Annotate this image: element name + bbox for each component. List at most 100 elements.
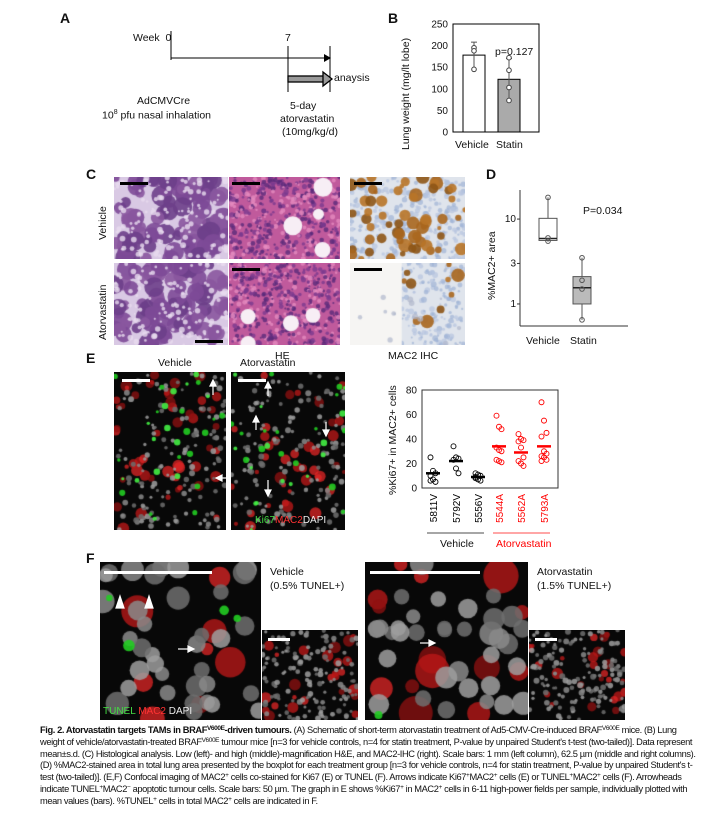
category-label: 5544A (495, 494, 506, 523)
data-point (506, 84, 512, 91)
data-point (545, 194, 551, 201)
tunel-vehicle-inset-image (262, 630, 358, 720)
plot-frame (452, 23, 540, 133)
panel-label-f: F (86, 550, 95, 566)
category-label: 5562A (517, 494, 528, 523)
f-vehicle-tunel-pct: (0.5% TUNEL+) (270, 580, 345, 592)
y-tick-label: 150 (431, 63, 448, 74)
y-tick-label: 1 (510, 299, 516, 310)
data-point (498, 448, 505, 455)
data-point (538, 399, 545, 406)
y-tick-label: 40 (406, 435, 418, 446)
category-label: 5556V (474, 494, 485, 523)
scale-bar (232, 182, 260, 185)
data-point (541, 417, 547, 424)
y-tick-label: 200 (431, 41, 448, 52)
data-point (471, 47, 477, 54)
plot-frame (421, 389, 559, 489)
chart-d-pvalue: P=0.034 (583, 205, 623, 217)
data-point (506, 97, 512, 104)
analysis-label: anaysis (334, 72, 370, 84)
y-tick-label: 0 (442, 128, 448, 139)
treatment-line2: atorvastatin (280, 113, 335, 125)
data-point (518, 444, 524, 451)
image-title-vehicle: Vehicle (158, 357, 192, 369)
data-point (545, 238, 551, 244)
data-point (579, 286, 585, 292)
he-low-vehicle-image (114, 177, 228, 259)
data-point (579, 254, 585, 261)
data-point (427, 454, 434, 461)
scale-bar (122, 379, 150, 382)
panel-label-d: D (486, 166, 497, 182)
group-label-atorvastatin: Atorvastatin (496, 538, 552, 550)
ki67-mac2-vehicle-image (114, 372, 226, 530)
data-point (538, 433, 545, 440)
f-atorvastatin-tunel-pct: (1.5% TUNEL+) (537, 580, 612, 592)
panel-label-b: B (388, 10, 399, 26)
data-point (545, 235, 551, 241)
f-atorvastatin-label: Atorvastatin (537, 566, 593, 578)
data-point (520, 454, 527, 461)
data-point (506, 67, 512, 74)
y-tick-label: 20 (406, 459, 418, 470)
y-tick-label: 60 (406, 410, 418, 421)
dose-label: 108 pfu nasal inhalation (102, 109, 211, 122)
chart-b-xlabel-statin: Statin (496, 139, 523, 151)
scale-bar (370, 571, 480, 574)
scale-bar (238, 379, 266, 382)
chart-d-xlabel-statin: Statin (570, 335, 597, 347)
data-point (515, 431, 522, 438)
column-label-he: HE (275, 350, 290, 362)
data-point (471, 66, 477, 73)
figure-caption: Fig. 2. Atorvastatin targets TAMs in BRA… (40, 725, 696, 806)
category-label: 5793A (540, 494, 551, 523)
panel-label-a: A (60, 10, 71, 26)
column-label-mac2-ihc: MAC2 IHC (388, 350, 439, 362)
y-tick-label: 3 (510, 258, 516, 269)
chart-d-xlabel-vehicle: Vehicle (526, 335, 560, 347)
y-tick-label: 250 (431, 20, 448, 31)
chart-b-xlabel-vehicle: Vehicle (455, 139, 489, 151)
week-label: Week 0 (133, 32, 172, 44)
panel-label-e: E (86, 350, 96, 366)
data-point (455, 470, 462, 477)
data-point (515, 438, 522, 445)
stain-legend-f: TUNEL MAC2 DAPI (103, 706, 193, 717)
treatment-line1: 5-day (290, 100, 317, 112)
data-point (579, 317, 585, 323)
tunel-atorvastatin-inset-image (529, 630, 625, 720)
y-tick-label: 0 (411, 484, 417, 495)
tunel-atorvastatin-image (365, 562, 528, 720)
data-point (520, 463, 527, 469)
adcmvcre-label: AdCMVCre (137, 95, 191, 107)
group-label-vehicle: Vehicle (440, 538, 474, 550)
category-label: 5811V (429, 494, 440, 523)
data-point (506, 54, 512, 61)
he-low-atorvastatin-image (114, 263, 228, 345)
he-high-vehicle-image (229, 177, 340, 259)
tunel-vehicle-image (100, 562, 261, 720)
scale-bar (232, 268, 260, 271)
data-point (450, 443, 457, 450)
data-point (427, 477, 434, 484)
scale-bar (535, 638, 557, 641)
week7-label: 7 (285, 32, 291, 44)
data-point (543, 429, 550, 436)
scale-bar (120, 182, 148, 185)
mac2-ihc-atorvastatin-image (350, 263, 465, 345)
scale-bar (104, 571, 212, 574)
f-vehicle-label: Vehicle (270, 566, 304, 578)
chart-b-pvalue: p=0.127 (495, 46, 534, 58)
y-tick-label: 10 (505, 214, 517, 225)
treatment-line3: (10mg/kg/d) (282, 126, 339, 138)
data-point (579, 277, 585, 284)
scale-bar (268, 638, 290, 641)
he-high-atorvastatin-image (229, 263, 340, 345)
data-point (453, 465, 459, 472)
